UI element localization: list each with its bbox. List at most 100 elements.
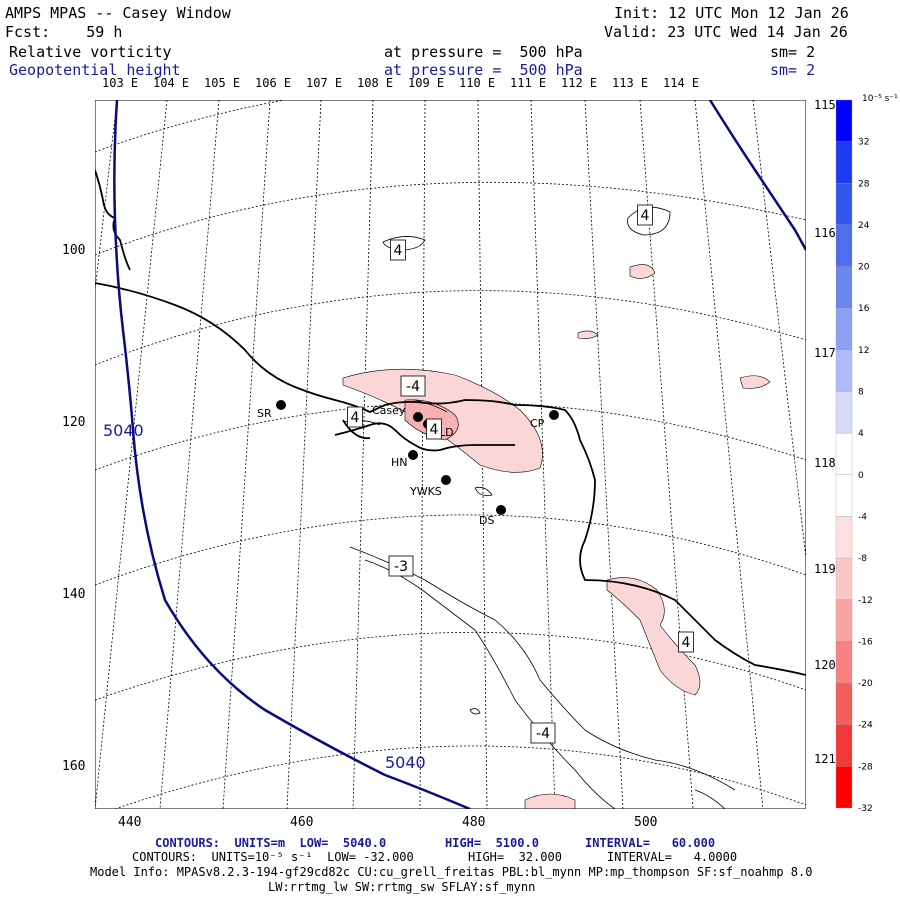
field1-pressure: at pressure = 500 hPa: [384, 43, 583, 61]
vorticity-contour-label: 4: [430, 422, 439, 438]
vorticity-contour-label: -4: [406, 379, 420, 395]
forecast-hour: Fcst: 59 h: [5, 23, 123, 41]
station-marker: [549, 410, 559, 420]
y-tick: 100: [62, 243, 86, 258]
station-label: CP: [530, 417, 545, 430]
contour-label-box: [678, 631, 694, 653]
model-info: Model Info: MPASv8.2.3-194-gf29cd82c CU:…: [90, 865, 813, 879]
lon-label: 113 E: [612, 76, 649, 90]
colorbar-swatch: [835, 433, 853, 475]
station-marker: [276, 400, 286, 410]
colorbar-label: 4: [858, 429, 864, 439]
colorbar-swatch: [835, 724, 853, 767]
height-contour-interval: INTERVAL= 60.000: [585, 836, 716, 850]
y-tick: 120: [62, 415, 86, 430]
colorbar-label: -8: [858, 554, 867, 564]
height-contour-label: 5040: [103, 421, 144, 440]
vorticity-contour-label: 4: [351, 410, 360, 426]
lon-label: 111 E: [510, 76, 547, 90]
field2-smoothing: sm= 2: [770, 61, 816, 79]
vorticity-shading: [342, 264, 771, 809]
colorbar-swatch: [835, 641, 853, 684]
station-label: SR: [257, 407, 272, 420]
station-marker: [408, 450, 418, 460]
station-label: HN: [391, 456, 408, 469]
vorticity-contour-info: CONTOURS: UNITS=10⁻⁵ s⁻¹ LOW= -32.000: [132, 850, 414, 864]
station-marker: [441, 475, 451, 485]
colorbar-label: 16: [858, 304, 870, 314]
colorbar-label: -20: [858, 679, 873, 689]
contour-label-box: [347, 406, 363, 428]
contour-label-box: [426, 418, 442, 440]
lon-label: 106 E: [255, 76, 292, 90]
colorbar-swatch: [835, 99, 853, 142]
colorbar-swatch: [835, 391, 853, 434]
colorbar: 32 28 24 20 16 12 8 4 0 -4 -8 -12 -16 -20 -24 -28 -32: [835, 99, 873, 814]
colorbar-label: 24: [858, 221, 870, 231]
colorbar-swatch: [835, 224, 853, 267]
x-tick: 480: [462, 815, 486, 830]
vorticity-contour-label: -3: [394, 559, 408, 575]
height-contour-info: CONTOURS: UNITS=m LOW= 5040.0: [155, 836, 387, 850]
lon-label: 105 E: [204, 76, 241, 90]
lon-label: 104 E: [153, 76, 190, 90]
valid-time: Valid: 23 UTC Wed 14 Jan 26: [604, 23, 848, 41]
lon-label: 108 E: [357, 76, 394, 90]
lon-label: 103 E: [102, 76, 139, 90]
lon-label: 107 E: [306, 76, 343, 90]
colorbar-swatch: [835, 516, 853, 559]
vorticity-contour-label: 4: [641, 208, 650, 224]
colorbar-units: 10⁻⁵ s⁻¹: [862, 94, 898, 104]
height-contour-high: HIGH= 5100.0: [445, 836, 539, 850]
y-tick: 160: [62, 759, 86, 774]
plot-title: AMPS MPAS -- Casey Window: [5, 4, 231, 22]
station-label: LD: [439, 426, 454, 439]
colorbar-label: -28: [858, 762, 873, 772]
lon-label: 110 E: [459, 76, 496, 90]
colorbar-label: -32: [858, 804, 873, 814]
height-contours: [113, 100, 806, 809]
colorbar-swatch: [835, 474, 853, 517]
height-contour-label: 5040: [385, 753, 426, 772]
colorbar-swatch: [835, 183, 853, 226]
y-tick: 140: [62, 587, 86, 602]
colorbar-swatch: [835, 266, 853, 309]
station-label: DS: [479, 514, 494, 527]
station-marker: [496, 505, 506, 515]
colorbar-label: 28: [858, 179, 870, 189]
contour-label-box: [530, 722, 556, 744]
lon-label: 112 E: [561, 76, 598, 90]
colorbar-label: -12: [858, 596, 873, 606]
vorticity-contours: [342, 206, 736, 809]
x-tick: 460: [290, 815, 314, 830]
x-tick: 440: [118, 815, 142, 830]
contour-label-box: [388, 555, 414, 577]
colorbar-label: 20: [858, 263, 870, 273]
field2-name: Geopotential height: [9, 61, 181, 79]
contour-label-box: [637, 204, 653, 226]
colorbar-label: -24: [858, 721, 873, 731]
colorbar-label: 0: [858, 471, 864, 481]
contour-label-box: [390, 239, 406, 261]
field1-name: Relative vorticity: [9, 43, 172, 61]
station-label: Casey: [372, 404, 406, 417]
lon-label: 109 E: [408, 76, 445, 90]
colorbar-label: 12: [858, 346, 869, 356]
station-marker: [413, 412, 423, 422]
colorbar-swatch: [835, 557, 853, 600]
colorbar-swatch: [835, 141, 853, 184]
vorticity-contour-interval: INTERVAL= 4.0000: [607, 850, 738, 864]
vorticity-contour-high: HIGH= 32.000: [468, 850, 562, 864]
colorbar-swatch: [835, 349, 853, 392]
colorbar-label: 8: [858, 388, 864, 398]
field1-smoothing: sm= 2: [770, 43, 816, 61]
colorbar-label: 32: [858, 138, 869, 148]
lon-label: 114 E: [663, 76, 700, 90]
station-label: YWKS: [409, 485, 442, 498]
map-plot: SR Casey LD CP HN YWKS DS 4 4 -4 4 4 -3 4 -4 5040 504…: [95, 100, 806, 809]
colorbar-swatch: [835, 308, 853, 351]
vorticity-contour-label: -4: [536, 726, 550, 742]
colorbar-swatch: [835, 766, 853, 809]
contour-label-box: [400, 375, 426, 397]
model-info-2: LW:rrtmg_lw SW:rrtmg_sw SFLAY:sf_mynn: [268, 880, 536, 894]
